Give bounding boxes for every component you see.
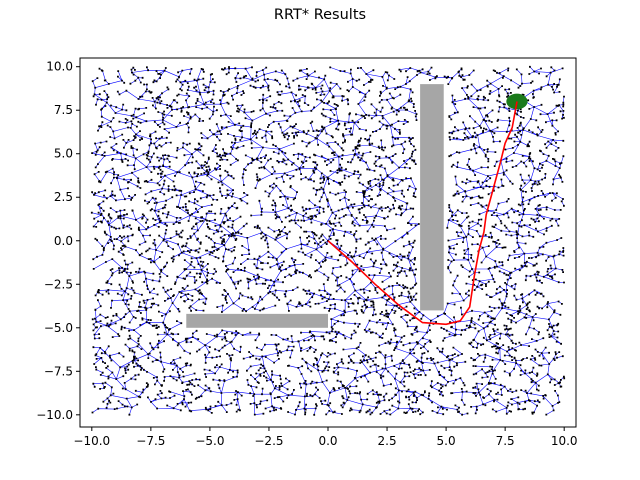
x-tick-label: −5.0 xyxy=(195,434,224,448)
obstacle-2 xyxy=(186,313,328,328)
solution-path xyxy=(327,101,518,326)
obstacle-1 xyxy=(420,84,444,311)
y-tick-label: −7.5 xyxy=(44,364,73,378)
y-tick-label: 7.5 xyxy=(54,103,73,117)
axes-background xyxy=(80,58,576,427)
y-axis: −10.0 −7.5 −5.0 −2.5 0.0 2.5 5.0 7.5 10.0 xyxy=(36,60,80,422)
x-axis: −10.0 −7.5 −5.0 −2.5 0.0 2.5 5.0 7.5 10.0 xyxy=(73,427,578,448)
y-tick-label: 10.0 xyxy=(46,60,73,74)
y-tick-label: −2.5 xyxy=(44,277,73,291)
x-tick-label: 2.5 xyxy=(378,434,397,448)
x-tick-label: −7.5 xyxy=(136,434,165,448)
y-tick-label: 5.0 xyxy=(54,147,73,161)
x-tick-label: 5.0 xyxy=(437,434,456,448)
y-tick-label: 0.0 xyxy=(54,234,73,248)
x-tick-label: 7.5 xyxy=(496,434,515,448)
y-tick-label: −5.0 xyxy=(44,321,73,335)
y-tick-label: 2.5 xyxy=(54,190,73,204)
y-tick-label: −10.0 xyxy=(36,408,73,422)
obstacles xyxy=(186,84,444,328)
x-tick-label: −2.5 xyxy=(254,434,283,448)
x-tick-label: 10.0 xyxy=(551,434,578,448)
x-tick-label: −10.0 xyxy=(73,434,110,448)
path-line xyxy=(327,101,518,326)
chart-title: RRT* Results xyxy=(273,7,367,23)
x-tick-label: 0.0 xyxy=(318,434,337,448)
